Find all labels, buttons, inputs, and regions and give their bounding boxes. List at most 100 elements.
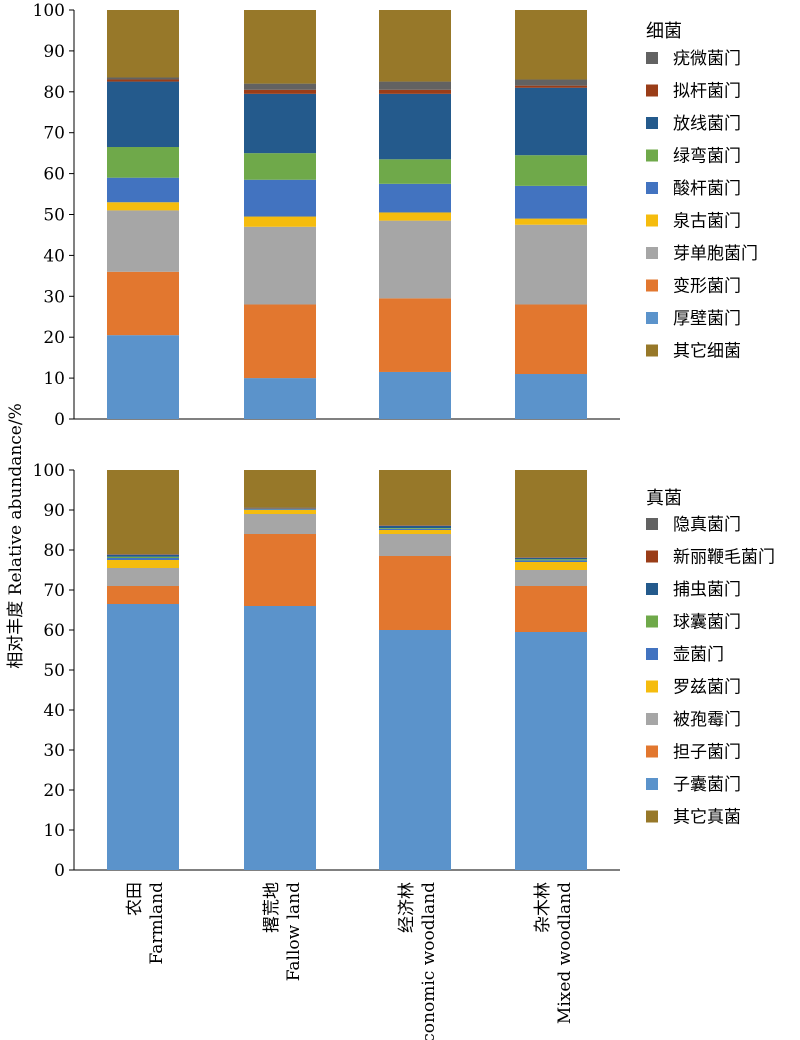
bar-segment — [244, 606, 316, 870]
category-label-en: Fallow land — [284, 882, 304, 981]
legend-label: 担子菌门 — [673, 743, 741, 763]
bar-segment — [379, 298, 451, 372]
bar-segment — [107, 568, 179, 586]
bar-segment — [107, 210, 179, 272]
legend-swatch — [646, 550, 658, 563]
bar-segment — [379, 89, 451, 94]
bar-segment — [244, 226, 316, 305]
legend-swatch — [646, 810, 658, 823]
bar-segment — [107, 558, 179, 560]
bar-segment — [379, 10, 451, 82]
category-label-cn: 经济林 — [397, 882, 417, 933]
bar-segment — [515, 85, 587, 88]
y-tick-label: 50 — [43, 661, 65, 681]
legend-swatch — [646, 214, 658, 227]
y-tick-label: 90 — [43, 501, 65, 521]
bar-segment — [515, 304, 587, 375]
y-tick-label: 10 — [43, 821, 65, 841]
bar-segment — [244, 83, 316, 90]
legend-swatch — [646, 247, 658, 259]
bar-segment — [379, 630, 451, 870]
bar-segment — [379, 528, 451, 530]
bar-segment — [379, 93, 451, 160]
bar-segment — [107, 271, 179, 336]
legend-swatch — [646, 344, 658, 357]
y-tick-label: 20 — [43, 328, 65, 348]
bar-segment — [107, 560, 179, 568]
bar-segment — [515, 224, 587, 305]
category-label-cn: 农田 — [125, 882, 145, 916]
bar-segment — [244, 153, 316, 180]
bar-segment — [379, 528, 451, 529]
bar-segment — [107, 10, 179, 78]
legend-swatch — [646, 745, 658, 758]
bar-segment — [379, 556, 451, 630]
bar-segment — [244, 514, 316, 534]
bar-segment — [515, 218, 587, 225]
bar-segment — [515, 470, 587, 558]
bar-segment — [379, 526, 451, 528]
bar-segment — [244, 10, 316, 84]
legend-swatch — [646, 680, 658, 693]
legend-label: 壶菌门 — [673, 645, 724, 665]
y-tick-label: 40 — [43, 701, 65, 721]
bar-segment — [244, 93, 316, 154]
y-tick-label: 70 — [43, 124, 65, 144]
legend-swatch — [646, 52, 658, 64]
bar-segment — [107, 177, 179, 203]
bar-segment — [107, 79, 179, 82]
bar-segment — [107, 202, 179, 211]
bar-segment — [515, 185, 587, 219]
legend-swatch — [646, 518, 658, 530]
y-tick-label: 90 — [43, 42, 65, 62]
legend-label: 罗兹菌门 — [673, 678, 741, 698]
bar-segment — [379, 212, 451, 221]
legend-swatch — [646, 778, 658, 790]
category-label-cn: 杂木林 — [533, 882, 553, 933]
y-tick-label: 40 — [43, 246, 65, 266]
legend-label: 拟杆菌门 — [673, 82, 741, 102]
y-tick-label: 70 — [43, 581, 65, 601]
y-tick-label: 50 — [43, 206, 65, 226]
bar-segment — [107, 586, 179, 604]
category-label-en: Economic woodland — [419, 882, 439, 1040]
bar-segment — [244, 216, 316, 227]
legend-swatch — [646, 713, 658, 725]
legend-label: 放线菌门 — [673, 114, 741, 134]
y-tick-label: 60 — [43, 165, 65, 185]
legend-label: 泉古菌门 — [673, 212, 741, 232]
bar-segment — [379, 534, 451, 556]
legend-label: 厚壁菌门 — [673, 309, 741, 329]
y-axis-label: 相对丰度 Relative abundance/% — [6, 403, 26, 669]
y-tick-label: 100 — [33, 461, 65, 481]
bar-segment — [107, 556, 179, 558]
bar-segment — [244, 509, 316, 510]
y-tick-label: 30 — [43, 287, 65, 307]
legend-title: 细菌 — [646, 21, 682, 42]
legend-swatch — [646, 648, 658, 660]
legend-swatch — [646, 312, 658, 324]
legend-swatch — [646, 615, 658, 628]
bar-segment — [107, 604, 179, 870]
bar-segment — [515, 560, 587, 562]
y-tick-label: 0 — [54, 861, 65, 881]
y-tick-label: 30 — [43, 741, 65, 761]
y-tick-label: 0 — [54, 410, 65, 430]
bar-segment — [244, 470, 316, 508]
legend-swatch — [646, 583, 658, 595]
y-tick-label: 60 — [43, 621, 65, 641]
bar-segment — [244, 304, 316, 379]
bar-segment — [515, 558, 587, 560]
legend-label: 新丽鞭毛菌门 — [673, 548, 775, 568]
y-tick-label: 100 — [33, 1, 65, 21]
bar-segment — [107, 335, 179, 419]
bar-segment — [379, 470, 451, 526]
y-tick-label: 80 — [43, 83, 65, 103]
bar-segment — [379, 81, 451, 90]
bar-segment — [244, 510, 316, 514]
legend-title: 真菌 — [646, 488, 682, 509]
legend-swatch — [646, 279, 658, 292]
bar-segment — [107, 77, 179, 80]
y-tick-label: 10 — [43, 369, 65, 389]
